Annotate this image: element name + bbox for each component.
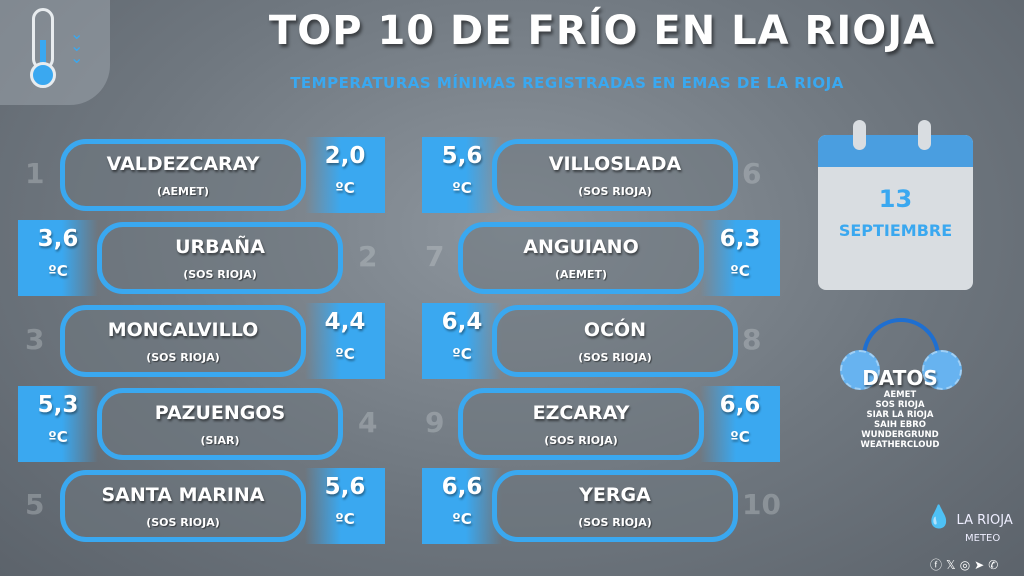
temperature-value: 2,0 (324, 143, 366, 169)
station-name: OCÓN (583, 319, 647, 341)
station-name: VILLOSLADA (548, 153, 682, 175)
source-item: WUNDERGRUND (861, 430, 939, 440)
temperature-value: 4,4 (324, 309, 366, 335)
temperature-box: 5,6 ºC (422, 137, 502, 213)
source-item: SOS RIOJA (875, 400, 925, 410)
instagram-icon[interactable]: ◎ (959, 558, 975, 572)
station-source: (SOS RIOJA) (578, 516, 652, 529)
temperature-unit: ºC (730, 428, 750, 446)
temperature-unit: ºC (48, 262, 68, 280)
station-source: (SOS RIOJA) (578, 185, 652, 198)
temperature-unit: ºC (730, 262, 750, 280)
temperature-box: 3,6 ºC (18, 220, 98, 296)
station-source: (SIAR) (200, 434, 240, 447)
earmuffs-icon (862, 318, 940, 378)
temperature-unit: ºC (452, 179, 472, 197)
station-pill: YERGA (SOS RIOJA) (492, 470, 738, 542)
temperature-box: 5,3 ºC (18, 386, 98, 462)
station-name: URBAÑA (175, 236, 265, 258)
datos-title: DATOS (862, 366, 938, 390)
station-name: ANGUIANO (523, 236, 639, 258)
thermometer-icon: ⌄ ⌄ ⌄ (0, 0, 110, 105)
rank-number: 6 (742, 157, 762, 190)
station-pill: VILLOSLADA (SOS RIOJA) (492, 139, 738, 211)
station-pill: URBAÑA (SOS RIOJA) (97, 222, 343, 294)
rank-number: 8 (742, 323, 762, 356)
data-sources: DATOS AEMET SOS RIOJA SIAR LA RIOJA SAIH… (830, 318, 970, 450)
facebook-icon[interactable]: ⓕ (930, 558, 947, 572)
temperature-unit: ºC (335, 345, 355, 363)
temperature-unit: ºC (452, 510, 472, 528)
station-name: YERGA (579, 484, 651, 506)
temperature-box: 2,0 ºC (305, 137, 385, 213)
station-pill: PAZUENGOS (SIAR) (97, 388, 343, 460)
station-name: EZCARAY (532, 402, 630, 424)
station-name: VALDEZCARAY (106, 153, 260, 175)
station-name: PAZUENGOS (154, 402, 286, 424)
temperature-value: 5,3 (37, 392, 79, 418)
rank-number: 10 (742, 488, 781, 521)
station-pill: MONCALVILLO (SOS RIOJA) (60, 305, 306, 377)
rank-number: 3 (25, 323, 45, 356)
station-source: (SOS RIOJA) (146, 516, 220, 529)
temperature-box: 5,6 ºC (305, 468, 385, 544)
station-pill: OCÓN (SOS RIOJA) (492, 305, 738, 377)
subtitle: TEMPERATURAS MÍNIMAS REGISTRADAS EN EMAS… (290, 74, 844, 92)
rank-number: 9 (425, 406, 445, 439)
social-icons: ⓕ𝕏◎➤✆ (930, 556, 1002, 573)
rank-number: 2 (358, 240, 378, 273)
rank-number: 5 (25, 488, 45, 521)
temperature-value: 5,6 (324, 474, 366, 500)
station-source: (SOS RIOJA) (578, 351, 652, 364)
calendar-month: SEPTIEMBRE (838, 221, 953, 240)
temperature-box: 6,6 ºC (422, 468, 502, 544)
station-source: (AEMET) (554, 268, 608, 281)
source-item: SAIH EBRO (874, 420, 926, 430)
rank-number: 1 (25, 157, 45, 190)
source-item: SIAR LA RIOJA (866, 410, 934, 420)
whatsapp-icon[interactable]: ✆ (988, 558, 1003, 572)
station-source: (SOS RIOJA) (183, 268, 257, 281)
logo: 💧 LA RIOJA METEO (925, 505, 1013, 544)
temperature-value: 3,6 (37, 226, 79, 252)
temperature-unit: ºC (335, 179, 355, 197)
temperature-box: 6,3 ºC (700, 220, 780, 296)
temperature-value: 6,6 (441, 474, 483, 500)
x-icon[interactable]: 𝕏 (946, 558, 960, 572)
calendar-day: 13 (878, 185, 913, 213)
station-pill: ANGUIANO (AEMET) (458, 222, 704, 294)
station-name: MONCALVILLO (107, 319, 259, 341)
temperature-box: 4,4 ºC (305, 303, 385, 379)
temperature-value: 5,6 (441, 143, 483, 169)
rank-number: 7 (425, 240, 445, 273)
temperature-value: 6,3 (719, 226, 761, 252)
temperature-unit: ºC (48, 428, 68, 446)
rank-number: 4 (358, 406, 378, 439)
station-source: (SOS RIOJA) (544, 434, 618, 447)
page-title: TOP 10 DE FRÍO EN LA RIOJA (268, 8, 936, 54)
station-pill: SANTA MARINA (SOS RIOJA) (60, 470, 306, 542)
telegram-icon[interactable]: ➤ (974, 558, 989, 572)
water-drop-icon: 💧 (925, 505, 953, 530)
station-source: (SOS RIOJA) (146, 351, 220, 364)
temperature-box: 6,4 ºC (422, 303, 502, 379)
source-item: WEATHERCLOUD (860, 440, 940, 450)
temperature-value: 6,4 (441, 309, 483, 335)
temperature-box: 6,6 ºC (700, 386, 780, 462)
source-item: AEMET (883, 390, 917, 400)
station-pill: EZCARAY (SOS RIOJA) (458, 388, 704, 460)
calendar: 13 SEPTIEMBRE (818, 135, 973, 290)
temperature-unit: ºC (335, 510, 355, 528)
temperature-value: 6,6 (719, 392, 761, 418)
station-source: (AEMET) (156, 185, 210, 198)
temperature-unit: ºC (452, 345, 472, 363)
station-name: SANTA MARINA (101, 484, 265, 506)
station-pill: VALDEZCARAY (AEMET) (60, 139, 306, 211)
